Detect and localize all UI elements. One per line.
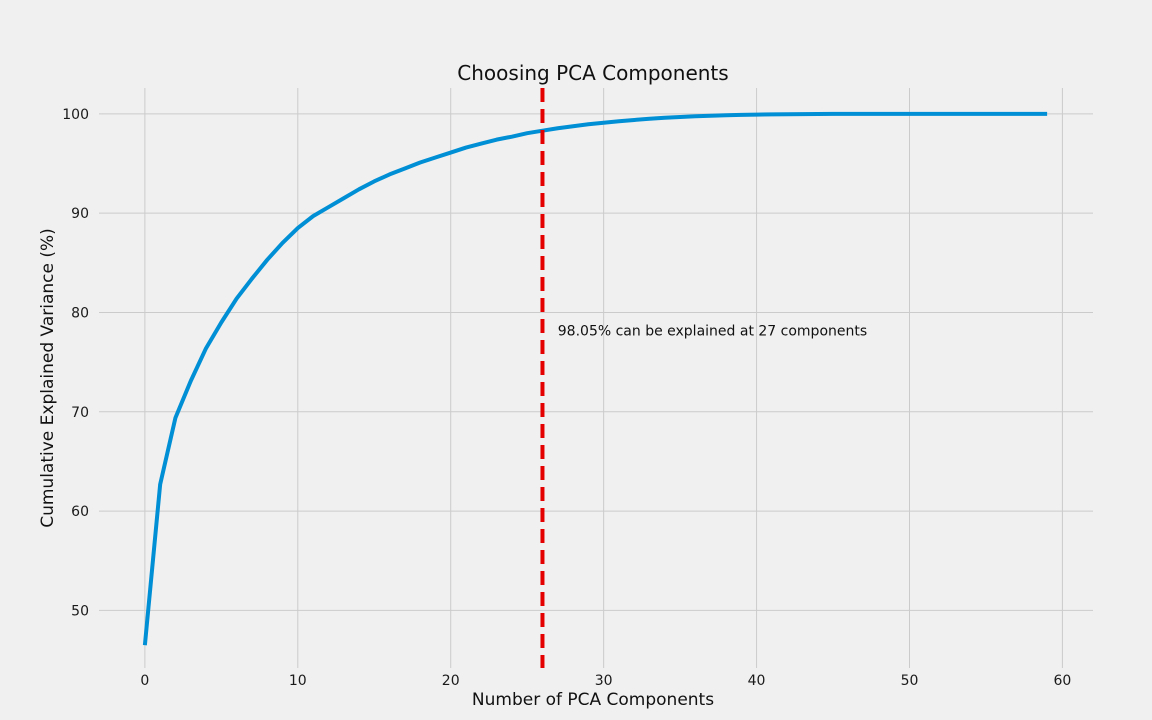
x-tick-label: 40 <box>748 673 766 689</box>
annotation-text: 98.05% can be explained at 27 components <box>558 323 867 339</box>
y-tick-labels: 50 60 70 80 90 100 <box>62 107 89 620</box>
chart-title: Choosing PCA Components <box>457 61 728 85</box>
y-tick-label: 50 <box>71 603 89 619</box>
y-tick-label: 90 <box>71 206 89 222</box>
x-tick-label: 0 <box>140 673 149 689</box>
x-tick-label: 20 <box>442 673 460 689</box>
x-tick-label: 30 <box>595 673 613 689</box>
x-axis-label: Number of PCA Components <box>472 690 714 710</box>
x-tick-label: 50 <box>901 673 919 689</box>
y-axis-label: Cumulative Explained Variance (%) <box>38 228 58 528</box>
y-tick-label: 70 <box>71 405 89 421</box>
x-tick-label: 60 <box>1054 673 1072 689</box>
y-tick-label: 80 <box>71 305 89 321</box>
x-tick-labels: 0 10 20 30 40 50 60 <box>140 673 1071 689</box>
y-tick-label: 100 <box>62 107 89 123</box>
series-line <box>142 111 1048 646</box>
x-tick-label: 10 <box>289 673 307 689</box>
y-tick-label: 60 <box>71 504 89 520</box>
